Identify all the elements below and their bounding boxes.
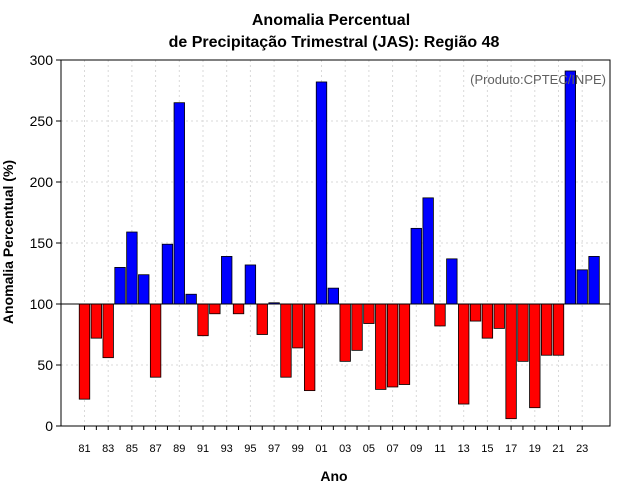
bar: [351, 303, 363, 351]
y-tick-label: 300: [30, 52, 54, 68]
bar: [185, 293, 197, 305]
x-tick-label: 13: [458, 443, 470, 455]
bar: [363, 303, 375, 324]
x-tick-label: 01: [315, 443, 327, 455]
bar: [327, 287, 340, 305]
bar: [564, 70, 576, 305]
bar: [126, 231, 138, 305]
y-tick-label: 0: [45, 418, 53, 434]
bar: [315, 81, 328, 305]
x-tick-label: 23: [576, 443, 588, 455]
x-tick-label: 03: [339, 443, 351, 455]
y-tick-label: 150: [30, 235, 54, 251]
x-tick-label: 83: [102, 443, 114, 455]
bar: [280, 303, 292, 378]
bar: [493, 303, 505, 329]
x-tick-label: 05: [363, 443, 375, 455]
bar: [221, 256, 233, 305]
bar: [161, 243, 174, 305]
bar: [244, 264, 257, 305]
x-tick-label: 97: [268, 443, 280, 455]
bar: [292, 303, 304, 349]
y-tick-label: 250: [30, 113, 54, 129]
bar: [576, 269, 588, 305]
bar: [552, 303, 565, 356]
bar: [398, 303, 411, 385]
chart-title-line-2: de Precipitação Trimestral (JAS): Região…: [169, 34, 500, 51]
bar: [90, 303, 102, 339]
x-tick-label: 07: [386, 443, 398, 455]
bars: [78, 70, 600, 420]
bar: [339, 303, 351, 362]
bar: [422, 197, 434, 305]
bar: [446, 258, 458, 305]
bar: [256, 303, 268, 335]
bar: [209, 303, 221, 315]
x-tick-label: 93: [221, 443, 233, 455]
bar: [529, 303, 541, 409]
bar: [481, 303, 494, 339]
x-tick-label: 99: [292, 443, 304, 455]
bar: [458, 303, 470, 405]
x-tick-label: 91: [197, 443, 209, 455]
y-tick-label: 100: [30, 296, 54, 312]
bar: [114, 266, 126, 305]
bar: [505, 303, 517, 420]
bar: [434, 303, 446, 327]
bar: [469, 303, 482, 322]
bar: [386, 303, 399, 388]
y-tick-label: 50: [37, 357, 53, 373]
bar: [375, 303, 387, 390]
x-tick-label: 81: [78, 443, 90, 455]
bar: [78, 303, 91, 400]
bar: [410, 227, 422, 305]
bar: [149, 303, 162, 378]
x-tick-label: 85: [126, 443, 138, 455]
y-axis-label: Anomalia Percentual (%): [0, 160, 16, 324]
bar: [303, 303, 316, 392]
x-axis-ticks: 81 83 85 87 89 91 93 95 97 99 01 03 05 07 09 11 13 15 17 19…: [78, 426, 588, 455]
bar: [138, 274, 150, 305]
x-tick-label: 11: [434, 443, 445, 455]
bar: [102, 303, 114, 359]
bar: [197, 303, 209, 337]
x-axis-label: Ano: [320, 468, 347, 484]
gridlines: [61, 60, 610, 426]
bar: [541, 303, 553, 356]
bar: [517, 303, 529, 362]
x-tick-label: 21: [552, 443, 564, 455]
bar: [588, 256, 600, 305]
x-tick-label: 17: [505, 443, 517, 455]
x-tick-label: 95: [244, 443, 256, 455]
credit-label: (Produto:CPTEC/INPE): [470, 72, 606, 87]
x-tick-label: 09: [410, 443, 422, 455]
y-axis-ticks: 0 50 100 150 200 250 300: [30, 52, 61, 434]
bar: [232, 303, 245, 315]
chart-title-line-1: Anomalia Percentual: [252, 12, 410, 29]
y-tick-label: 200: [30, 174, 54, 190]
x-tick-label: 89: [173, 443, 185, 455]
x-tick-label: 19: [529, 443, 541, 455]
x-tick-label: 87: [149, 443, 161, 455]
bar: [173, 102, 185, 305]
x-tick-label: 15: [481, 443, 493, 455]
